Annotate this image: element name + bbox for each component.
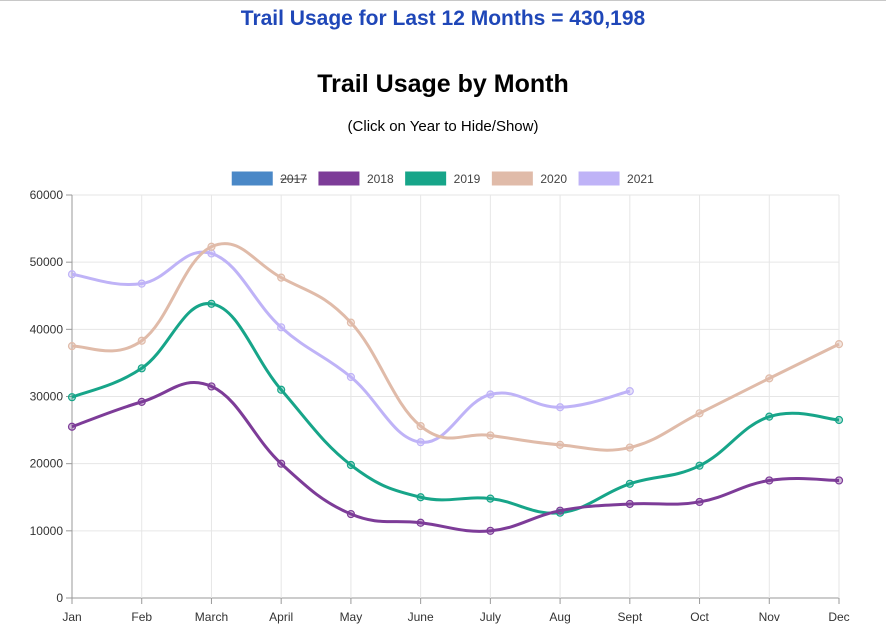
data-point[interactable] [207,299,216,308]
legend-swatch [318,171,360,186]
axes: 0 10000 20000 30000 40000 50000 60000 Jan Feb Mar… [30,188,850,624]
legend-label: 2018 [367,172,394,186]
series-line-2019 [71,302,840,515]
data-point[interactable] [67,393,77,402]
series-2020 [67,242,844,452]
x-tick-label: June [408,610,434,624]
data-point[interactable] [486,494,495,503]
data-point[interactable] [695,461,704,470]
data-point[interactable] [625,499,634,509]
data-point[interactable] [555,403,565,412]
data-point[interactable] [207,242,216,251]
data-point[interactable] [346,509,356,519]
legend-swatch [405,171,447,186]
top-border [0,0,886,1]
legend-label: 2021 [627,172,654,186]
data-point[interactable] [834,340,844,349]
data-point[interactable] [416,438,425,447]
data-point[interactable] [486,526,495,535]
data-point[interactable] [277,385,286,394]
data-point[interactable] [486,431,495,440]
series-2021 [67,249,634,447]
x-tick-label: Nov [759,610,780,624]
x-tick-label: March [195,610,228,624]
data-point[interactable] [695,497,704,507]
legend-item-2019[interactable]: 2019 [405,171,481,186]
x-tick-label: Feb [131,610,152,624]
data-point[interactable] [137,397,146,406]
usage-summary-heading: Trail Usage for Last 12 Months = 430,198 [240,7,646,30]
data-point[interactable] [67,270,77,279]
data-point[interactable] [765,412,774,421]
x-tick-label: April [269,610,293,624]
series-line-2020 [71,242,840,452]
legend-item-2020[interactable]: 2020 [491,171,567,186]
data-point[interactable] [625,387,634,396]
data-point[interactable] [346,318,356,327]
legend-item-2017[interactable]: 2017 [231,171,307,186]
data-point[interactable] [765,476,774,485]
data-point[interactable] [207,249,216,258]
y-tick-label: 20000 [30,457,64,471]
legend-swatch [578,171,620,186]
legend: 2017 2018 2019 2020 2021 [231,171,654,186]
legend-item-2021[interactable]: 2021 [578,171,654,186]
data-point[interactable] [625,443,634,452]
data-point[interactable] [277,323,286,332]
series-2018 [67,381,844,535]
data-point[interactable] [277,273,286,282]
data-point[interactable] [137,279,146,288]
data-point[interactable] [137,336,146,345]
y-tick-label: 30000 [30,390,64,404]
series-2019 [67,299,844,517]
data-point[interactable] [67,342,77,351]
x-tick-label: Sept [617,610,642,624]
y-tick-label: 40000 [30,322,64,336]
x-tick-label: July [480,610,501,624]
data-point[interactable] [625,479,634,488]
y-tick-label: 10000 [30,524,64,538]
data-point[interactable] [416,493,425,502]
x-tick-label: Oct [690,610,709,624]
y-tick-label: 60000 [30,188,64,202]
chart-subtitle: (Click on Year to Hide/Show) [347,118,539,135]
x-tick-label: Jan [62,610,81,624]
data-point[interactable] [67,422,77,431]
legend-item-2018[interactable]: 2018 [318,171,394,186]
legend-swatch [491,171,533,186]
data-point[interactable] [416,421,425,431]
data-point[interactable] [555,440,565,449]
data-point[interactable] [555,506,565,515]
data-point[interactable] [346,372,356,382]
data-point[interactable] [137,364,146,373]
y-tick-label: 0 [56,591,63,605]
x-tick-label: Aug [549,610,570,624]
legend-swatch [231,171,273,186]
data-point[interactable] [277,459,286,468]
series-line-2018 [71,381,840,533]
x-tick-label: Dec [828,610,849,624]
y-tick-label: 50000 [30,255,64,269]
legend-label: 2020 [540,172,567,186]
series-layer [67,242,844,535]
x-tick-label: May [340,610,363,624]
chart-title: Trail Usage by Month [317,70,569,98]
data-point[interactable] [834,476,844,485]
data-point[interactable] [416,518,425,527]
data-point[interactable] [346,460,356,470]
data-point[interactable] [765,374,774,383]
series-line-2021 [71,250,631,444]
data-point[interactable] [486,390,495,399]
data-point[interactable] [695,409,704,418]
legend-label: 2019 [454,172,481,186]
data-point[interactable] [207,382,216,391]
data-point[interactable] [834,415,844,425]
